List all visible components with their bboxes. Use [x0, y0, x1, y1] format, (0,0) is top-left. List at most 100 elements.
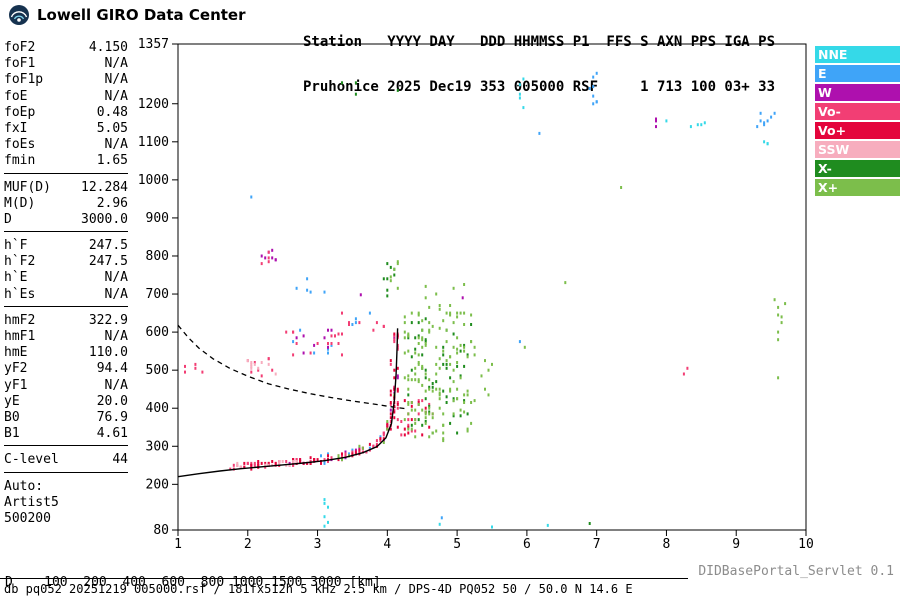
- echo-point: [538, 131, 541, 135]
- param-value: 247.5: [88, 238, 128, 254]
- echo-point: [389, 393, 392, 397]
- echo-point: [438, 397, 441, 401]
- echo-point: [323, 336, 326, 340]
- param-row: C-level 44: [4, 452, 128, 468]
- echo-point: [459, 311, 462, 315]
- echo-point: [239, 465, 242, 469]
- param-value: 44: [112, 452, 128, 468]
- echo-point: [421, 433, 424, 437]
- echo-point: [257, 460, 260, 463]
- param-row: hmF1 N/A: [4, 329, 128, 345]
- echo-point: [449, 421, 452, 425]
- echo-point: [253, 362, 256, 366]
- distance-row: D 100 200 400 600 800 1000 1500 3000 [km…: [5, 575, 381, 590]
- echo-point: [438, 304, 441, 307]
- x-tick-label: 6: [523, 537, 531, 552]
- echo-point: [344, 452, 347, 456]
- echo-point: [424, 376, 427, 380]
- echo-point: [424, 412, 427, 416]
- echo-point: [463, 311, 466, 315]
- echo-point: [410, 311, 413, 315]
- y-tick-label: 1100: [138, 135, 169, 150]
- echo-point: [407, 387, 410, 391]
- echo-point: [686, 366, 689, 370]
- echo-point: [777, 305, 780, 309]
- echo-point: [766, 142, 769, 146]
- echo-point: [449, 311, 452, 315]
- echo-point: [396, 387, 399, 391]
- echo-point: [473, 353, 476, 357]
- echo-point: [620, 186, 623, 189]
- echo-point: [250, 461, 253, 465]
- param-label: foEp: [4, 104, 36, 120]
- echo-point: [491, 362, 493, 366]
- legend-item-W: W: [815, 84, 900, 101]
- echo-point: [257, 463, 260, 467]
- echo-point: [309, 351, 312, 355]
- echo-point: [445, 340, 448, 344]
- echo-point: [341, 353, 343, 357]
- echo-point: [264, 465, 267, 469]
- echo-point: [389, 279, 392, 283]
- echo-point: [232, 463, 235, 467]
- x-tick-label: 10: [798, 537, 814, 552]
- echo-point: [246, 359, 249, 363]
- echo-point: [410, 321, 413, 325]
- x-tick-label: 7: [593, 537, 601, 552]
- echo-point: [393, 416, 396, 420]
- echo-point: [330, 334, 333, 338]
- echo-point: [459, 414, 462, 418]
- echo-point: [351, 323, 354, 326]
- echo-point: [278, 461, 281, 465]
- echo-point: [260, 461, 263, 465]
- echo-point: [288, 461, 291, 465]
- echo-point: [348, 452, 350, 456]
- echo-point: [438, 366, 441, 370]
- param-label: h`Es: [4, 286, 36, 302]
- legend-item-Vo-: Vo-: [815, 103, 900, 120]
- echo-point: [327, 347, 329, 351]
- echo-point: [264, 461, 267, 465]
- echo-point: [414, 372, 417, 376]
- echo-point: [250, 361, 253, 364]
- echo-point: [295, 286, 298, 290]
- echo-point: [292, 330, 295, 334]
- echo-point: [264, 256, 267, 260]
- echo-point: [299, 460, 302, 463]
- echo-point: [523, 345, 526, 349]
- y-tick-label: 1200: [138, 97, 169, 112]
- echo-point: [389, 427, 392, 431]
- echo-point: [456, 347, 459, 351]
- legend-item-X+: X+: [815, 179, 900, 196]
- echo-point: [518, 92, 521, 96]
- echo-point: [470, 313, 473, 317]
- echo-point: [456, 431, 459, 435]
- echo-point: [442, 412, 445, 416]
- echo-point: [410, 418, 413, 422]
- echo-point: [414, 366, 417, 370]
- echo-point: [470, 421, 473, 425]
- param-group: MUF(D) 12.284 M(D) 2.96 D 3000.0: [4, 180, 128, 233]
- echo-point: [428, 412, 431, 416]
- echo-point: [410, 427, 413, 431]
- echo-point: [410, 378, 413, 382]
- echo-point: [358, 450, 361, 454]
- echo-point: [389, 402, 392, 406]
- echo-point: [449, 304, 452, 307]
- echo-point: [424, 406, 427, 410]
- echo-point: [546, 523, 549, 527]
- echo-point: [452, 412, 455, 416]
- echo-point: [777, 313, 780, 317]
- echo-point: [452, 414, 455, 418]
- echo-point: [407, 431, 410, 435]
- echo-point: [414, 421, 417, 425]
- echo-point: [393, 334, 396, 338]
- echo-point: [396, 376, 399, 380]
- echo-point: [327, 520, 329, 524]
- echo-point: [428, 435, 431, 439]
- echo-point: [435, 345, 438, 349]
- echo-point: [428, 305, 431, 309]
- echo-point: [777, 330, 780, 334]
- echo-point: [382, 277, 385, 281]
